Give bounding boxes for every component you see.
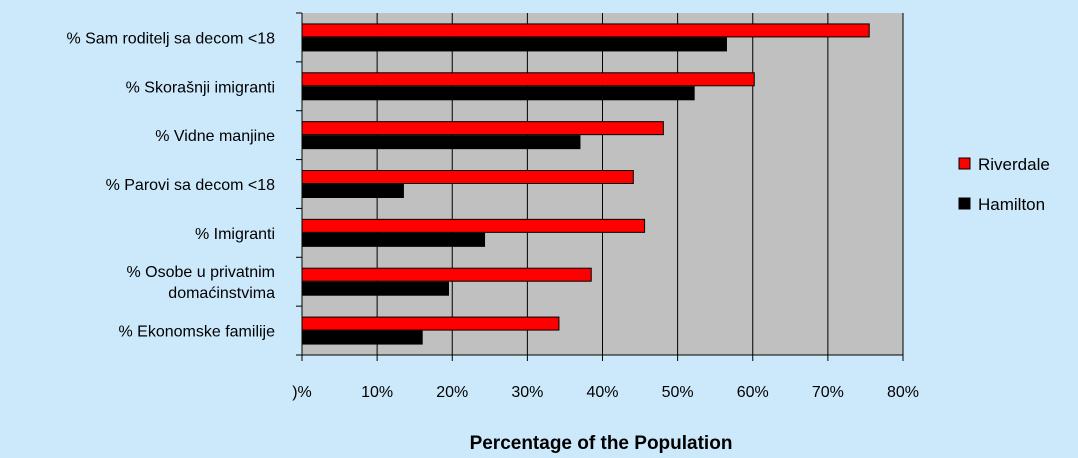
axes bbox=[296, 12, 904, 361]
bar-hamilton bbox=[301, 330, 423, 345]
x-tick-label: 10% bbox=[361, 384, 393, 401]
category-label: % Osobe u privatnim bbox=[126, 264, 275, 281]
category-label: % Vidne manjine bbox=[155, 128, 275, 145]
bar-riverdale bbox=[301, 218, 646, 233]
x-tick-label: 20% bbox=[436, 384, 468, 401]
category-label: % Ekonomske familije bbox=[119, 324, 276, 341]
bar-hamilton bbox=[301, 135, 581, 150]
category-label: % Imigranti bbox=[195, 226, 275, 243]
category-label: % Sam roditelj sa decom <18 bbox=[66, 30, 275, 47]
x-tick-label: 60% bbox=[737, 384, 769, 401]
x-tick-label: 30% bbox=[511, 384, 543, 401]
bar-hamilton bbox=[301, 281, 449, 296]
bars bbox=[301, 23, 870, 345]
category-label: % Parovi sa decom <18 bbox=[106, 177, 276, 194]
x-tick-labels: )% 10% 20% 30% 40% 50% 60% 70% 80% bbox=[292, 384, 919, 401]
bar-riverdale bbox=[301, 23, 870, 38]
bar-hamilton bbox=[301, 184, 404, 198]
x-tick-label: 70% bbox=[812, 384, 844, 401]
legend-label-riverdale: Riverdale bbox=[978, 155, 1050, 174]
bar-riverdale bbox=[301, 170, 634, 184]
bar-hamilton bbox=[301, 37, 727, 52]
bar-riverdale bbox=[301, 316, 560, 331]
x-axis-title: Percentage of the Population bbox=[470, 433, 733, 454]
bar-riverdale bbox=[301, 267, 592, 282]
legend-swatch-riverdale bbox=[958, 157, 971, 170]
x-tick-label: 40% bbox=[586, 384, 618, 401]
bar-riverdale bbox=[301, 72, 755, 87]
x-tick-label: 80% bbox=[887, 384, 919, 401]
x-tick-label: 50% bbox=[662, 384, 694, 401]
bar-riverdale bbox=[301, 121, 664, 136]
category-label: % Skorašnji imigranti bbox=[126, 79, 275, 96]
legend: Riverdale Hamilton bbox=[958, 155, 1050, 214]
bar-hamilton bbox=[301, 86, 695, 101]
bar-hamilton bbox=[301, 232, 486, 247]
legend-swatch-hamilton bbox=[958, 197, 971, 210]
category-label: domaćinstvima bbox=[168, 285, 275, 302]
x-tick-label: )% bbox=[292, 384, 312, 401]
category-labels: % Sam roditelj sa decom <18 % Skorašnji i… bbox=[66, 30, 275, 340]
legend-label-hamilton: Hamilton bbox=[978, 195, 1045, 214]
